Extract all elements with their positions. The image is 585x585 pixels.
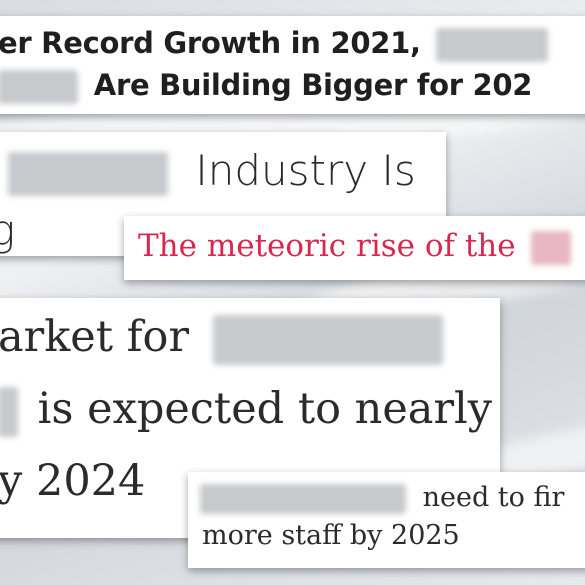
headline-text: The meteoric rise of the [138,228,516,264]
headline-card-meteoric: The meteoric rise of the [124,216,585,280]
headline-text: need to fir [422,482,565,513]
redacted-text [531,230,572,265]
headline-card-staff: need to fir more staff by 2025 [188,472,585,568]
redacted-text [436,28,549,62]
headline-text: Industry Is [195,146,416,195]
headline-text: arket for [0,312,190,362]
redacted-text [0,70,78,104]
headline-text: Are Building Bigger for 202 [93,68,533,102]
redacted-text [212,315,443,365]
redacted-text [8,151,168,196]
headline-text: g [0,206,16,255]
headline-text: er Record Growth in 2021, [0,26,421,60]
headline-text: more staff by 2025 [202,520,460,551]
redacted-text [0,387,18,437]
headline-card-growth: er Record Growth in 2021, Are Building B… [0,16,585,114]
redacted-text [200,483,406,514]
headline-text: y 2024 [0,456,146,506]
headline-text: is expected to nearly [37,384,493,434]
